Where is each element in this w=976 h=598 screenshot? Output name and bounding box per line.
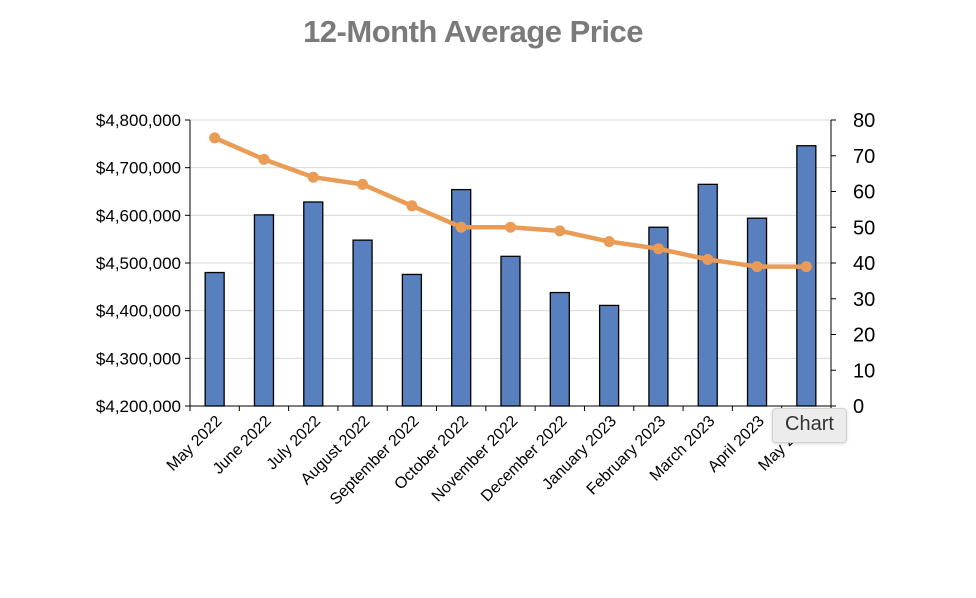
- line-point: [554, 225, 566, 237]
- right-tick-label: 0: [853, 396, 864, 418]
- right-tick-label: 30: [853, 289, 875, 311]
- right-tick-label: 40: [853, 253, 875, 275]
- line-point: [455, 221, 467, 233]
- bar: [549, 291, 570, 407]
- line-point: [258, 153, 270, 165]
- right-tick-label: 10: [853, 360, 875, 382]
- right-tick-label: 50: [853, 217, 875, 239]
- right-tick-label: 80: [853, 110, 875, 132]
- bar: [204, 271, 225, 407]
- right-tick-label: 60: [853, 182, 875, 204]
- line-point: [357, 178, 369, 190]
- bar: [253, 214, 275, 407]
- line-series: [209, 132, 812, 273]
- bar: [500, 255, 521, 407]
- line-point: [800, 261, 812, 273]
- bar-series: [204, 145, 817, 407]
- line-point: [751, 261, 763, 273]
- line-point: [505, 221, 516, 233]
- bar: [401, 273, 423, 407]
- left-tick-label: $4,200,000: [96, 397, 181, 416]
- bar: [303, 201, 324, 407]
- left-tick-label: $4,600,000: [96, 206, 181, 225]
- bar: [598, 304, 620, 407]
- left-tick-label: $4,700,000: [96, 159, 181, 178]
- x-tick-label: November 2022: [429, 413, 522, 506]
- line-point: [209, 132, 221, 144]
- chart-title: 12-Month Average Price: [303, 14, 643, 49]
- line-point: [307, 171, 319, 183]
- bar: [796, 145, 817, 407]
- chart-tooltip: Chart: [772, 408, 847, 443]
- right-y-axis-ticks: 80 70 60 50 40 30 20 10 0: [853, 110, 875, 418]
- x-tick-label: September 2022: [327, 413, 423, 509]
- left-tick-label: $4,800,000: [96, 111, 181, 130]
- right-tick-label: 70: [853, 146, 875, 168]
- right-tick-label: 20: [853, 325, 875, 347]
- bar: [697, 183, 718, 407]
- line-point: [702, 253, 714, 265]
- line-point: [603, 236, 615, 248]
- bar: [352, 239, 373, 407]
- left-y-axis-ticks: $4,800,000 $4,700,000 $4,600,000 $4,500,000…: [96, 111, 181, 416]
- left-tick-label: $4,300,000: [96, 349, 181, 368]
- bar: [746, 217, 768, 407]
- axes: [185, 119, 836, 411]
- line-point: [406, 200, 418, 212]
- left-tick-label: $4,400,000: [96, 302, 181, 321]
- x-tick-label: December 2022: [478, 413, 571, 506]
- left-tick-label: $4,500,000: [96, 254, 181, 273]
- line-point: [652, 243, 664, 255]
